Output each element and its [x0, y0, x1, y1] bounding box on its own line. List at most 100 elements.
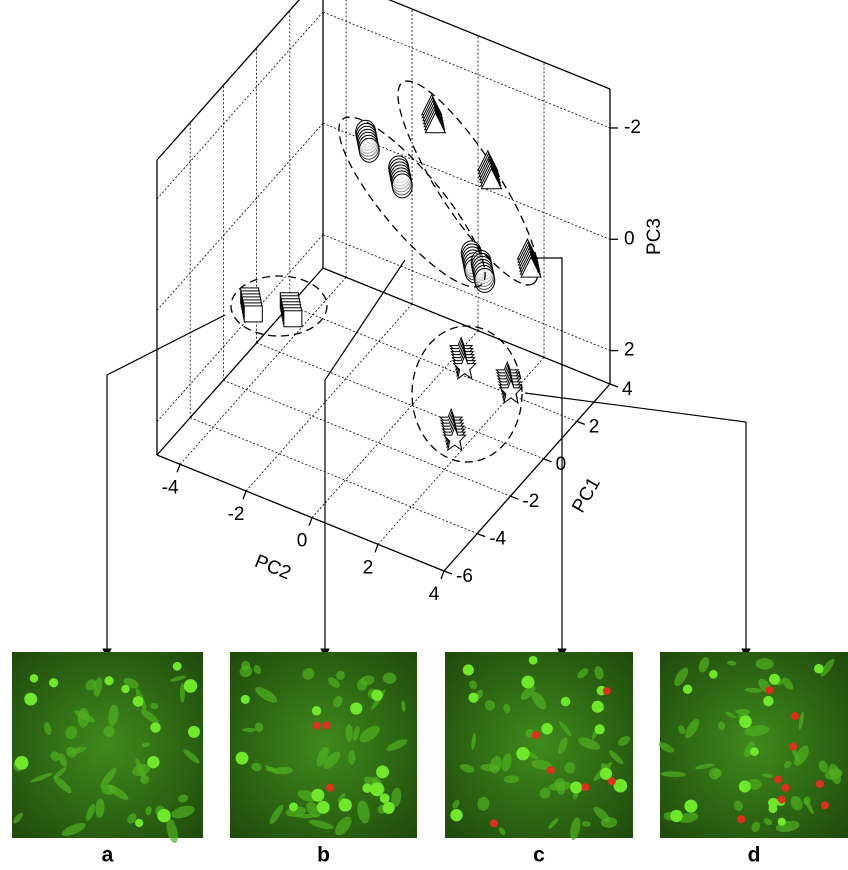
data-point [450, 338, 476, 379]
x-tick-label: -4 [162, 477, 179, 498]
y-tick [444, 571, 452, 574]
cell-nucleus [750, 747, 759, 756]
data-point [440, 409, 466, 450]
marker-outline [359, 138, 379, 162]
panel-label: a [102, 844, 114, 867]
cell [564, 762, 575, 774]
dead-cell [532, 731, 540, 739]
box-edge [157, 455, 444, 571]
dead-cell [490, 819, 498, 827]
y-tick [610, 384, 618, 387]
box-edge [323, 0, 610, 89]
cell-nucleus [814, 664, 824, 674]
grid-line [290, 305, 577, 421]
x-tick [375, 544, 378, 552]
cell-nucleus [516, 747, 529, 760]
cell-nucleus [184, 679, 198, 693]
cell-nucleus [312, 706, 322, 716]
cell-nucleus [683, 684, 692, 693]
cell-nucleus [529, 656, 538, 665]
cell-nucleus [570, 782, 582, 794]
cell-nucleus [104, 676, 113, 685]
cell-nucleus [769, 674, 780, 685]
data-point [478, 151, 502, 189]
dead-cell [791, 712, 799, 720]
cell-nucleus [769, 804, 778, 813]
dead-cell [547, 766, 555, 774]
grid-line [323, 12, 610, 128]
leader-arrow [325, 260, 405, 657]
z-axis-label: PC3 [644, 218, 665, 255]
grid-line [257, 343, 544, 459]
cell-nucleus [592, 701, 604, 713]
cell-nucleus [49, 678, 58, 687]
dead-cell [821, 801, 829, 809]
cell-nucleus [763, 696, 773, 706]
y-tick [544, 459, 552, 462]
data-point [496, 362, 522, 403]
cell-nucleus [739, 781, 751, 793]
cell-nucleus [371, 690, 382, 701]
grid-line [180, 277, 346, 464]
x-tick [243, 491, 246, 499]
data-point [280, 293, 302, 327]
cell-nucleus [173, 662, 182, 671]
cell-nucleus [188, 726, 200, 738]
dead-cell [326, 784, 334, 792]
dead-cell [774, 775, 782, 783]
cell-nucleus [157, 809, 170, 822]
grid-line [246, 304, 412, 491]
cell-nucleus [739, 715, 752, 728]
cell-nucleus [468, 693, 478, 703]
grid-line [223, 380, 510, 496]
marker-outline [284, 311, 302, 327]
dead-cell [608, 777, 616, 785]
y-tick-label: 4 [622, 379, 633, 400]
panel-label: d [748, 844, 761, 867]
data-point [389, 156, 413, 198]
y-axis-label: PC1 [568, 474, 605, 517]
cell-nucleus [450, 809, 462, 821]
cell-nucleus [15, 756, 29, 770]
y-tick [477, 534, 485, 537]
cell-nucleus [670, 810, 682, 822]
dead-cell [782, 784, 790, 792]
cell-nucleus [289, 802, 298, 811]
y-tick-label: -4 [489, 529, 506, 550]
figure: -4-2024-6-4-2024-202PC2PC1PC3 abcd [0, 0, 848, 870]
cell-nucleus [778, 818, 786, 826]
leader-arrow [525, 393, 746, 657]
data-point [471, 250, 495, 292]
z-tick-label: -2 [624, 117, 641, 138]
cell-nucleus [541, 723, 553, 735]
cell-nucleus [370, 782, 384, 796]
dead-cell [737, 815, 745, 823]
y-tick [577, 421, 585, 424]
dead-cell [816, 780, 824, 788]
cell-nucleus [339, 798, 352, 811]
cell-nucleus [150, 722, 160, 732]
grid-line [157, 12, 323, 199]
x-tick-label: -2 [228, 504, 245, 525]
cell-nucleus [561, 697, 570, 706]
micrograph [12, 652, 203, 844]
box-edge [157, 0, 323, 160]
x-tick-label: 4 [429, 584, 440, 605]
y-tick-label: 2 [589, 416, 600, 437]
data-point [241, 288, 263, 322]
panel-label: b [317, 844, 330, 867]
marker-outline [392, 174, 412, 198]
cell-nucleus [383, 802, 395, 814]
data-point [356, 120, 380, 162]
cell-nucleus [521, 676, 534, 689]
dead-cell [603, 687, 611, 695]
marker-outline [244, 306, 262, 322]
micrograph [657, 652, 848, 838]
z-tick-label: 2 [624, 340, 635, 361]
dead-cell [778, 796, 786, 804]
y-tick-label: 0 [556, 454, 567, 475]
cell [383, 672, 397, 683]
dead-cell [313, 722, 321, 730]
y-tick-label: -2 [522, 491, 539, 512]
